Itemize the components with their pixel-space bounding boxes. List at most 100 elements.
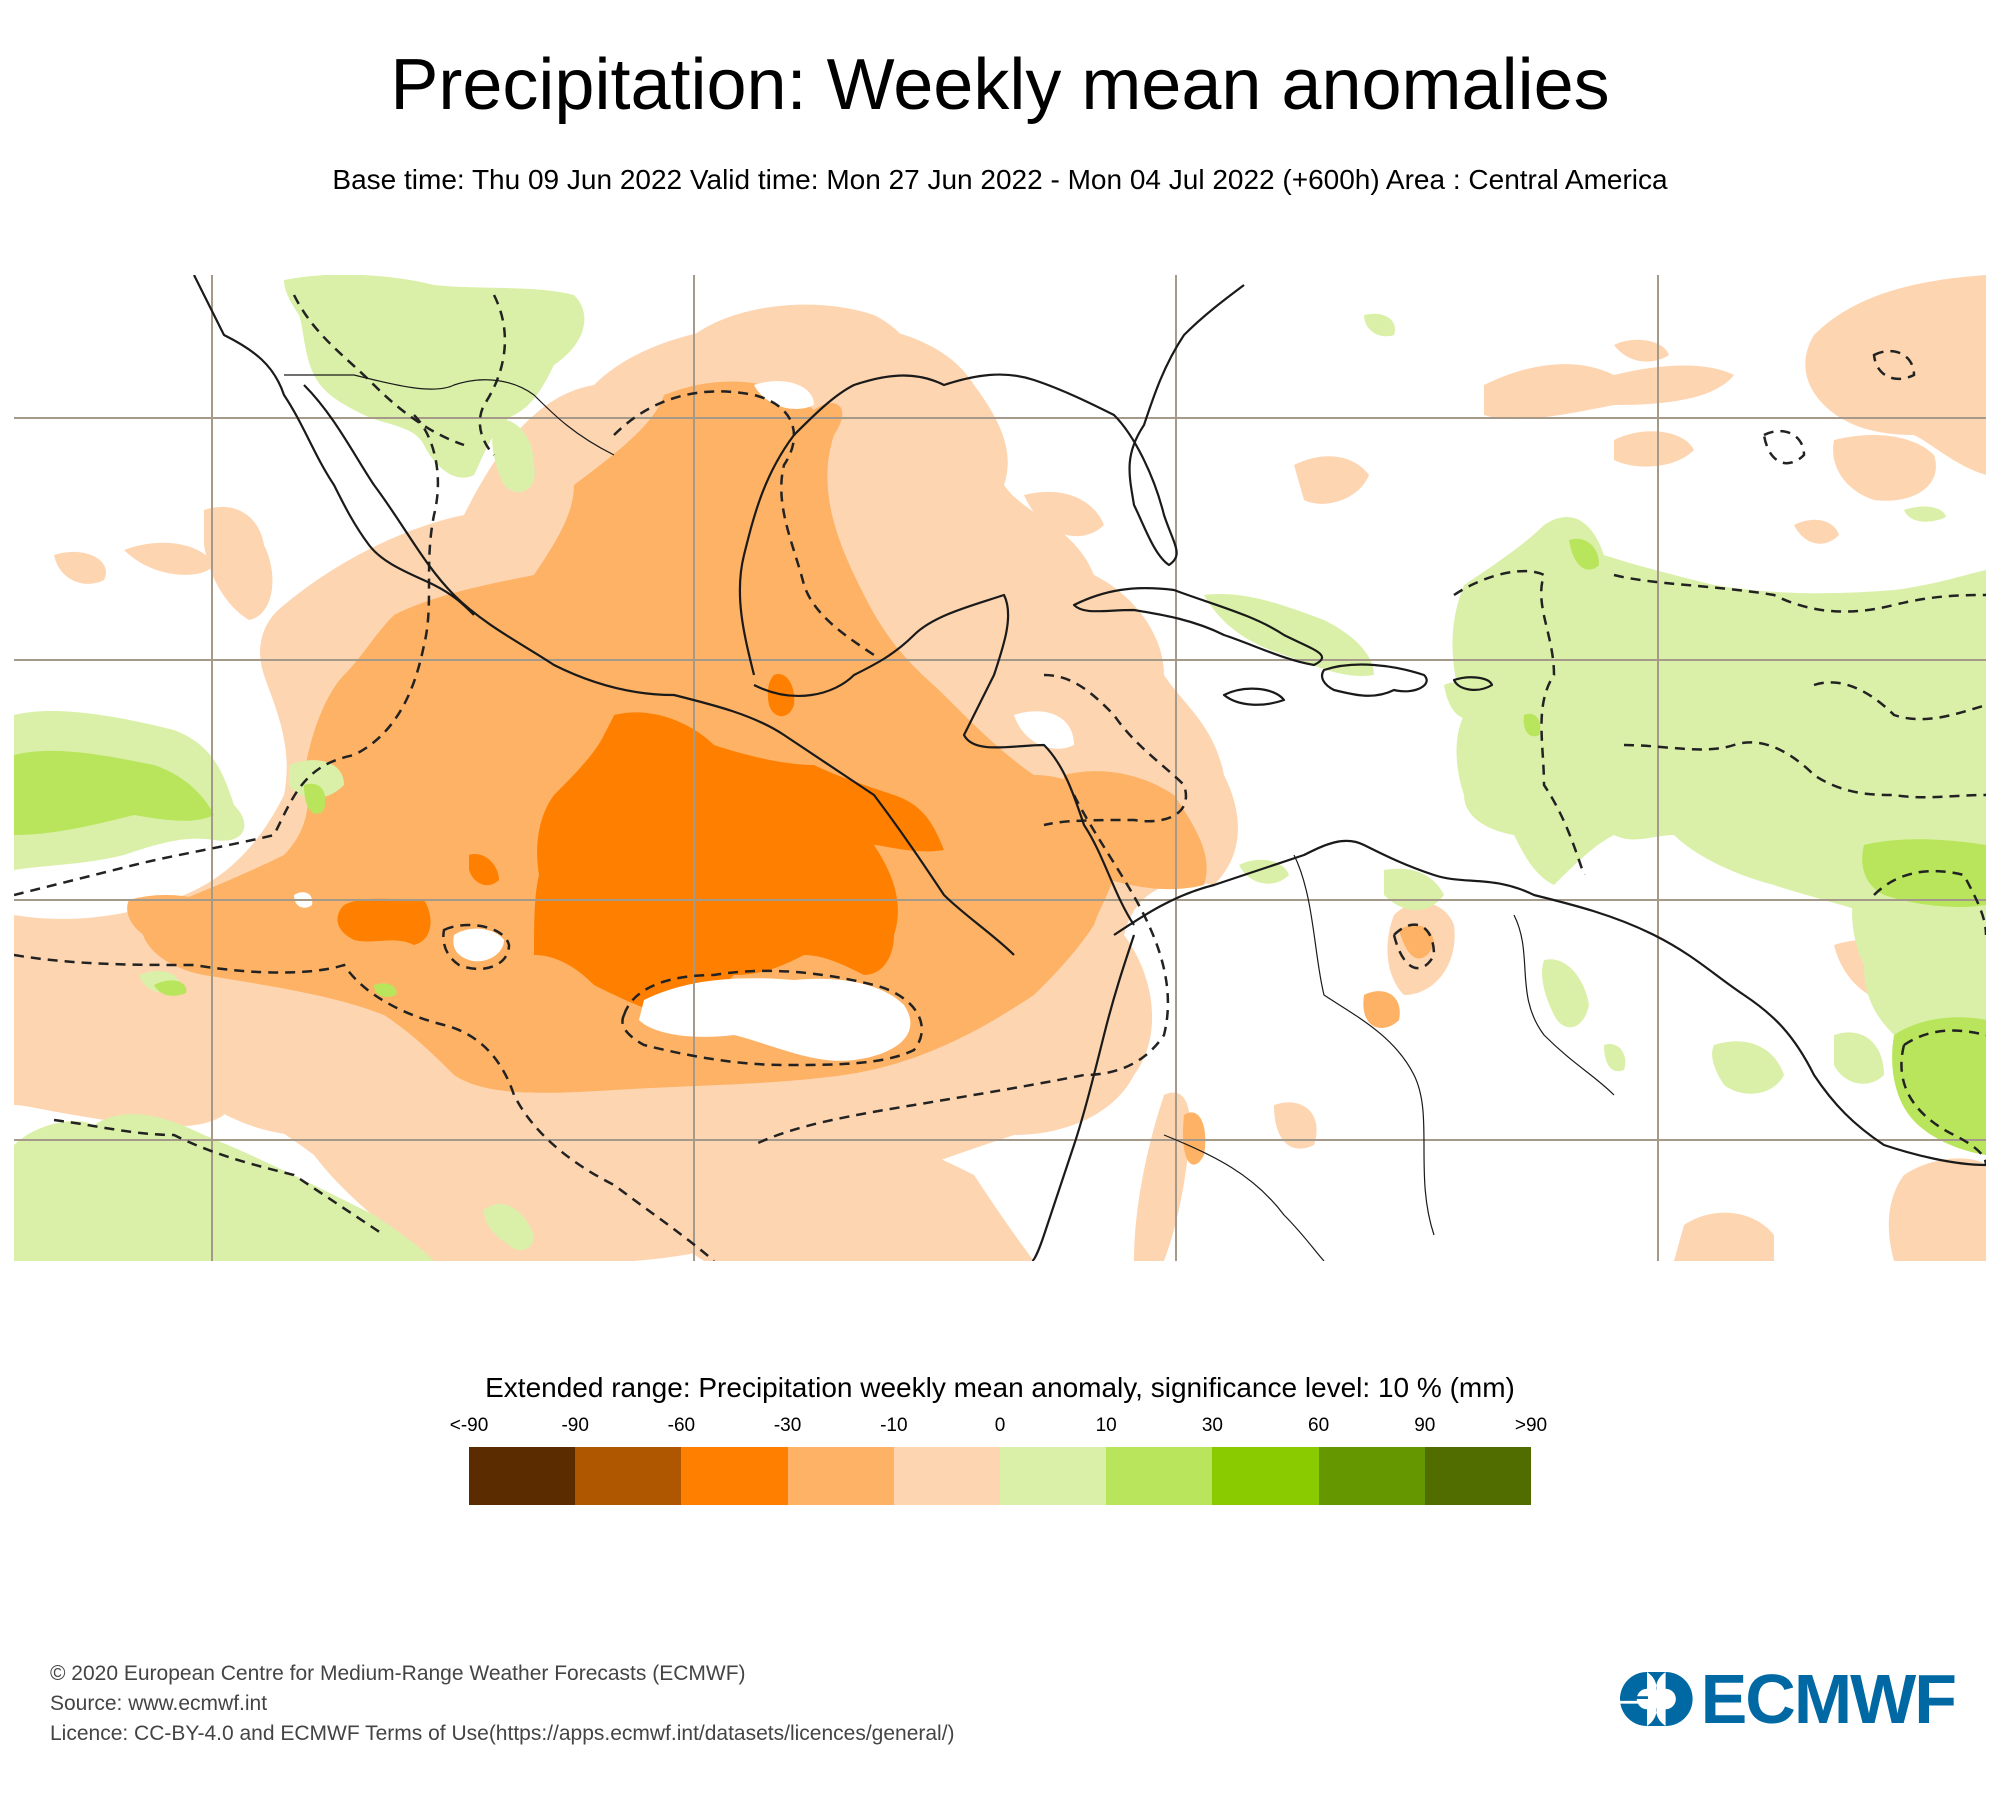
anomaly-region xyxy=(1892,1017,1986,1155)
legend-tick-label: 60 xyxy=(1308,1415,1330,1436)
legend-tick-label: 10 xyxy=(1095,1415,1117,1436)
anomaly-layer-holes xyxy=(294,381,1074,1061)
anomaly-region xyxy=(1852,883,1986,1059)
anomaly-region xyxy=(1862,839,1986,907)
anomaly-region xyxy=(1444,682,1480,719)
significance-contours xyxy=(14,294,1986,1261)
significance-contour xyxy=(1613,573,1986,613)
anomaly-region xyxy=(1274,1102,1317,1149)
anomaly-region xyxy=(1484,364,1734,420)
legend-swatch xyxy=(469,1447,576,1505)
page-subtitle: Base time: Thu 09 Jun 2022 Valid time: M… xyxy=(332,164,1668,195)
page-title: Precipitation: Weekly mean anomalies xyxy=(390,45,1610,125)
anomaly-hole xyxy=(754,381,814,409)
significance-contour xyxy=(14,953,715,1261)
anomaly-region xyxy=(694,415,875,668)
coastline-hispaniola xyxy=(1320,663,1428,697)
significance-contour xyxy=(1900,1029,1986,1166)
anomaly-region xyxy=(1452,516,1986,922)
significance-contour xyxy=(14,414,440,897)
legend-tick-label: <-90 xyxy=(449,1415,489,1436)
significance-contour xyxy=(442,923,511,971)
anomaly-region xyxy=(1064,771,1207,890)
legend-swatch xyxy=(1424,1447,1532,1505)
legend-colorbar xyxy=(469,1447,1532,1505)
ecmwf-logo: ECMWF xyxy=(1620,1664,1957,1734)
country-border xyxy=(1513,914,1615,1096)
legend-tick-label: 90 xyxy=(1414,1415,1436,1436)
anomaly-region xyxy=(54,551,106,584)
anomaly-region xyxy=(1294,456,1369,504)
anomaly-region xyxy=(1674,1212,1774,1261)
anomaly-hole xyxy=(453,928,504,962)
significance-contour xyxy=(1392,923,1436,970)
coastline-cuba xyxy=(1072,587,1323,667)
legend-tick-label: -10 xyxy=(880,1415,908,1436)
anomaly-region xyxy=(1712,1041,1784,1094)
footer-credits: © 2020 European Centre for Medium-Range … xyxy=(50,1659,955,1749)
coastline-pacific xyxy=(193,275,475,616)
significance-contour xyxy=(1873,869,1986,936)
anomaly-region xyxy=(1833,435,1936,501)
anomaly-hole xyxy=(1014,711,1074,749)
legend-swatch xyxy=(1212,1447,1319,1505)
anomaly-region xyxy=(1183,1112,1206,1165)
anomaly-region xyxy=(1805,275,1986,475)
significance-contour xyxy=(1453,569,1586,876)
anomaly-hole xyxy=(639,978,911,1061)
anomaly-region xyxy=(374,983,397,997)
coastline-mexico-west xyxy=(303,384,1015,956)
coastline-south-america-pacific xyxy=(1031,934,1136,1261)
anomaly-region xyxy=(1614,431,1694,467)
licence-text: Licence: CC-BY-4.0 and ECMWF Terms of Us… xyxy=(50,1722,955,1745)
legend-swatch xyxy=(681,1447,788,1505)
legend-title: Extended range: Precipitation weekly mea… xyxy=(485,1372,1515,1403)
anomaly-region xyxy=(127,895,267,976)
anomaly-region xyxy=(484,1204,534,1251)
legend-swatch xyxy=(1106,1447,1213,1505)
anomaly-region xyxy=(694,304,922,418)
anomaly-region xyxy=(304,783,326,814)
coastline-south-america xyxy=(1113,839,1986,1167)
country-border xyxy=(1163,1134,1325,1261)
anomaly-region xyxy=(124,542,214,575)
anomaly-map xyxy=(14,275,1986,1261)
coastline-yucatan xyxy=(753,593,1135,926)
anomaly-layer-0-10 xyxy=(14,275,1986,1261)
copyright-text: © 2020 European Centre for Medium-Range … xyxy=(50,1662,746,1685)
country-border xyxy=(1293,854,1435,1236)
significance-contour xyxy=(621,969,924,1067)
anomaly-region xyxy=(1604,1044,1626,1072)
coastlines xyxy=(193,275,1986,1261)
legend-tick-label: -60 xyxy=(667,1415,696,1436)
significance-contour xyxy=(1762,429,1806,465)
anomaly-region xyxy=(204,506,273,620)
legend-swatch xyxy=(1000,1447,1107,1505)
anomaly-region xyxy=(1614,339,1669,362)
anomaly-layer-10-30 xyxy=(14,538,1986,1155)
anomaly-region xyxy=(1204,594,1374,676)
significance-contour xyxy=(1623,741,1986,799)
anomaly-region xyxy=(1363,991,1400,1028)
anomaly-region xyxy=(289,760,344,799)
anomaly-layer-neg60-neg30 xyxy=(337,674,944,1015)
anomaly-region xyxy=(492,419,535,493)
legend-swatch xyxy=(893,1447,1001,1505)
legend-tick-labels: <-90 -90 -60 -30 -10 0 10 30 60 90 >90 xyxy=(450,1414,1547,1438)
anomaly-region xyxy=(1024,491,1104,537)
legend-swatch xyxy=(1318,1447,1425,1505)
legend-tick-label: 0 xyxy=(994,1415,1006,1436)
coastline-jamaica xyxy=(1222,687,1286,706)
anomaly-region xyxy=(1834,1032,1884,1084)
anomaly-region xyxy=(1134,1092,1191,1261)
coastline-gulf xyxy=(738,284,1245,676)
significance-contour xyxy=(1043,673,1188,827)
legend-swatch xyxy=(575,1447,682,1505)
country-border xyxy=(284,374,615,456)
significance-contour xyxy=(1813,681,1986,721)
anomaly-region xyxy=(1399,925,1434,959)
significance-contour xyxy=(1872,349,1916,381)
anomaly-region xyxy=(14,1114,434,1261)
anomaly-region xyxy=(434,1105,1034,1261)
significance-contour xyxy=(613,390,875,657)
